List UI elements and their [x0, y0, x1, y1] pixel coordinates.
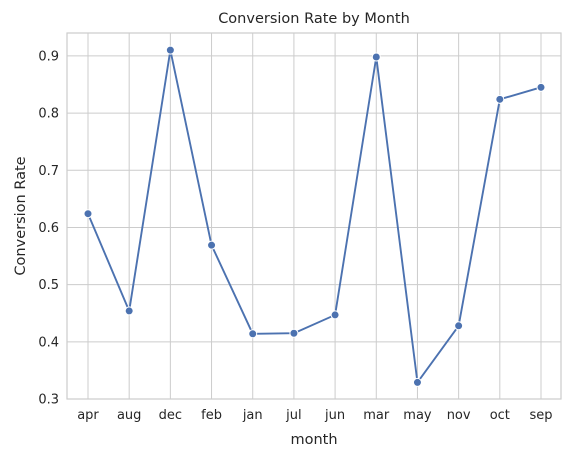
data-point-sep: [536, 82, 546, 92]
x-tick-label-jul: jul: [285, 408, 301, 423]
y-axis-label: Conversion Rate: [13, 156, 29, 275]
x-axis-label: month: [290, 432, 337, 448]
y-tick-label-0.7: 0.7: [38, 164, 59, 179]
data-point-may: [412, 377, 422, 387]
plot-frame: [66, 32, 562, 400]
data-point-jan: [248, 329, 258, 339]
x-tick-label-feb: feb: [201, 408, 222, 423]
y-tick-label-0.6: 0.6: [38, 221, 59, 236]
data-point-oct: [495, 94, 505, 104]
x-tick-label-aug: aug: [117, 408, 141, 423]
data-point-nov: [454, 321, 464, 331]
y-tick-label-0.3: 0.3: [38, 393, 59, 408]
data-point-jun: [330, 310, 340, 320]
x-tick-label-dec: dec: [159, 408, 182, 423]
series-line-0: [87, 49, 542, 384]
x-tick-label-nov: nov: [447, 408, 471, 423]
x-tick-label-oct: oct: [490, 408, 510, 423]
y-tick-labels: 0.3 0.4 0.5 0.6 0.7 0.8 0.9: [38, 49, 59, 407]
data-point-apr: [83, 209, 93, 219]
y-tick-label-0.5: 0.5: [38, 278, 59, 293]
x-tick-label-jun: jun: [324, 408, 345, 423]
x-tick-label-sep: sep: [529, 408, 552, 423]
y-tick-label-0.9: 0.9: [38, 49, 59, 64]
x-tick-label-jan: jan: [242, 408, 263, 423]
data-point-feb: [207, 240, 217, 250]
chart-title: Conversion Rate by Month: [218, 11, 410, 27]
grid-layer: [67, 33, 561, 400]
x-tick-label-mar: mar: [363, 408, 390, 423]
y-tick-label-0.8: 0.8: [38, 107, 59, 122]
data-point-jul: [289, 328, 299, 338]
data-point-aug: [124, 306, 134, 316]
x-tick-label-may: may: [403, 408, 432, 423]
x-tick-labels: apr aug dec feb jan jul jun mar may nov oct sep: [77, 408, 552, 423]
series-layer: [83, 45, 546, 387]
x-tick-label-apr: apr: [77, 408, 99, 423]
data-point-mar: [371, 52, 381, 62]
y-tick-label-0.4: 0.4: [38, 335, 59, 350]
data-point-dec: [165, 45, 175, 55]
